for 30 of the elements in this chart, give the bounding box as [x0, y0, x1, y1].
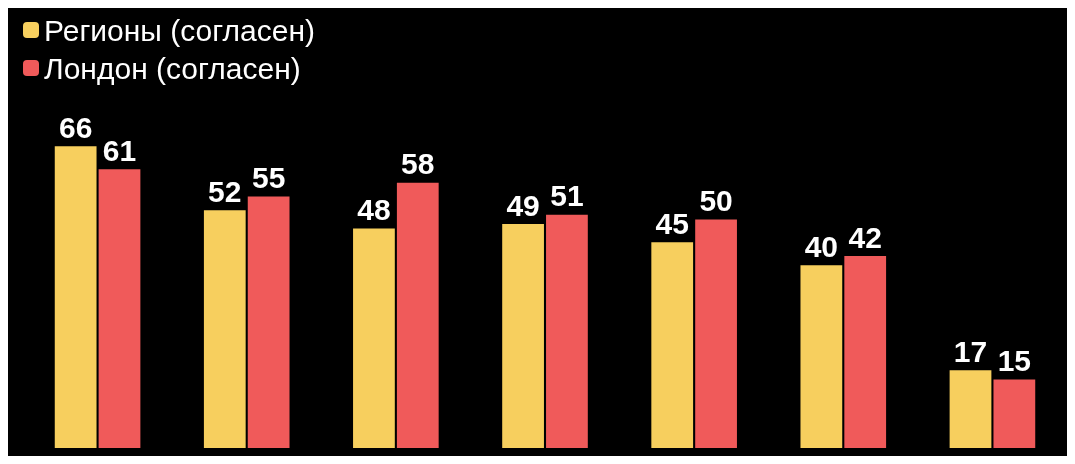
bar — [949, 370, 992, 448]
bar — [993, 379, 1036, 448]
bar — [844, 256, 887, 448]
bar — [546, 214, 588, 448]
bar — [396, 182, 439, 448]
bar — [54, 146, 97, 448]
data-label: 48 — [357, 193, 391, 227]
bar — [98, 169, 141, 448]
data-label: 55 — [251, 161, 286, 195]
bar — [353, 228, 395, 448]
bar — [502, 224, 544, 448]
legend-label: Лондон (согласен) — [44, 51, 301, 85]
data-label: 52 — [208, 174, 242, 208]
bar — [695, 219, 737, 448]
data-label: 45 — [655, 206, 689, 240]
data-label: 17 — [953, 334, 988, 368]
data-label: 58 — [401, 147, 435, 181]
legend-label: Регионы (согласен) — [44, 13, 315, 47]
bar — [247, 196, 290, 448]
bar — [651, 242, 694, 448]
data-label: 51 — [550, 179, 584, 213]
bar — [203, 210, 246, 448]
data-label: 50 — [699, 183, 733, 217]
data-label: 61 — [102, 133, 137, 167]
data-label: 42 — [848, 220, 882, 254]
data-label: 15 — [997, 343, 1032, 377]
data-label: 49 — [506, 188, 540, 222]
data-label: 66 — [58, 110, 93, 144]
data-label: 40 — [804, 229, 839, 263]
bar — [800, 265, 843, 448]
